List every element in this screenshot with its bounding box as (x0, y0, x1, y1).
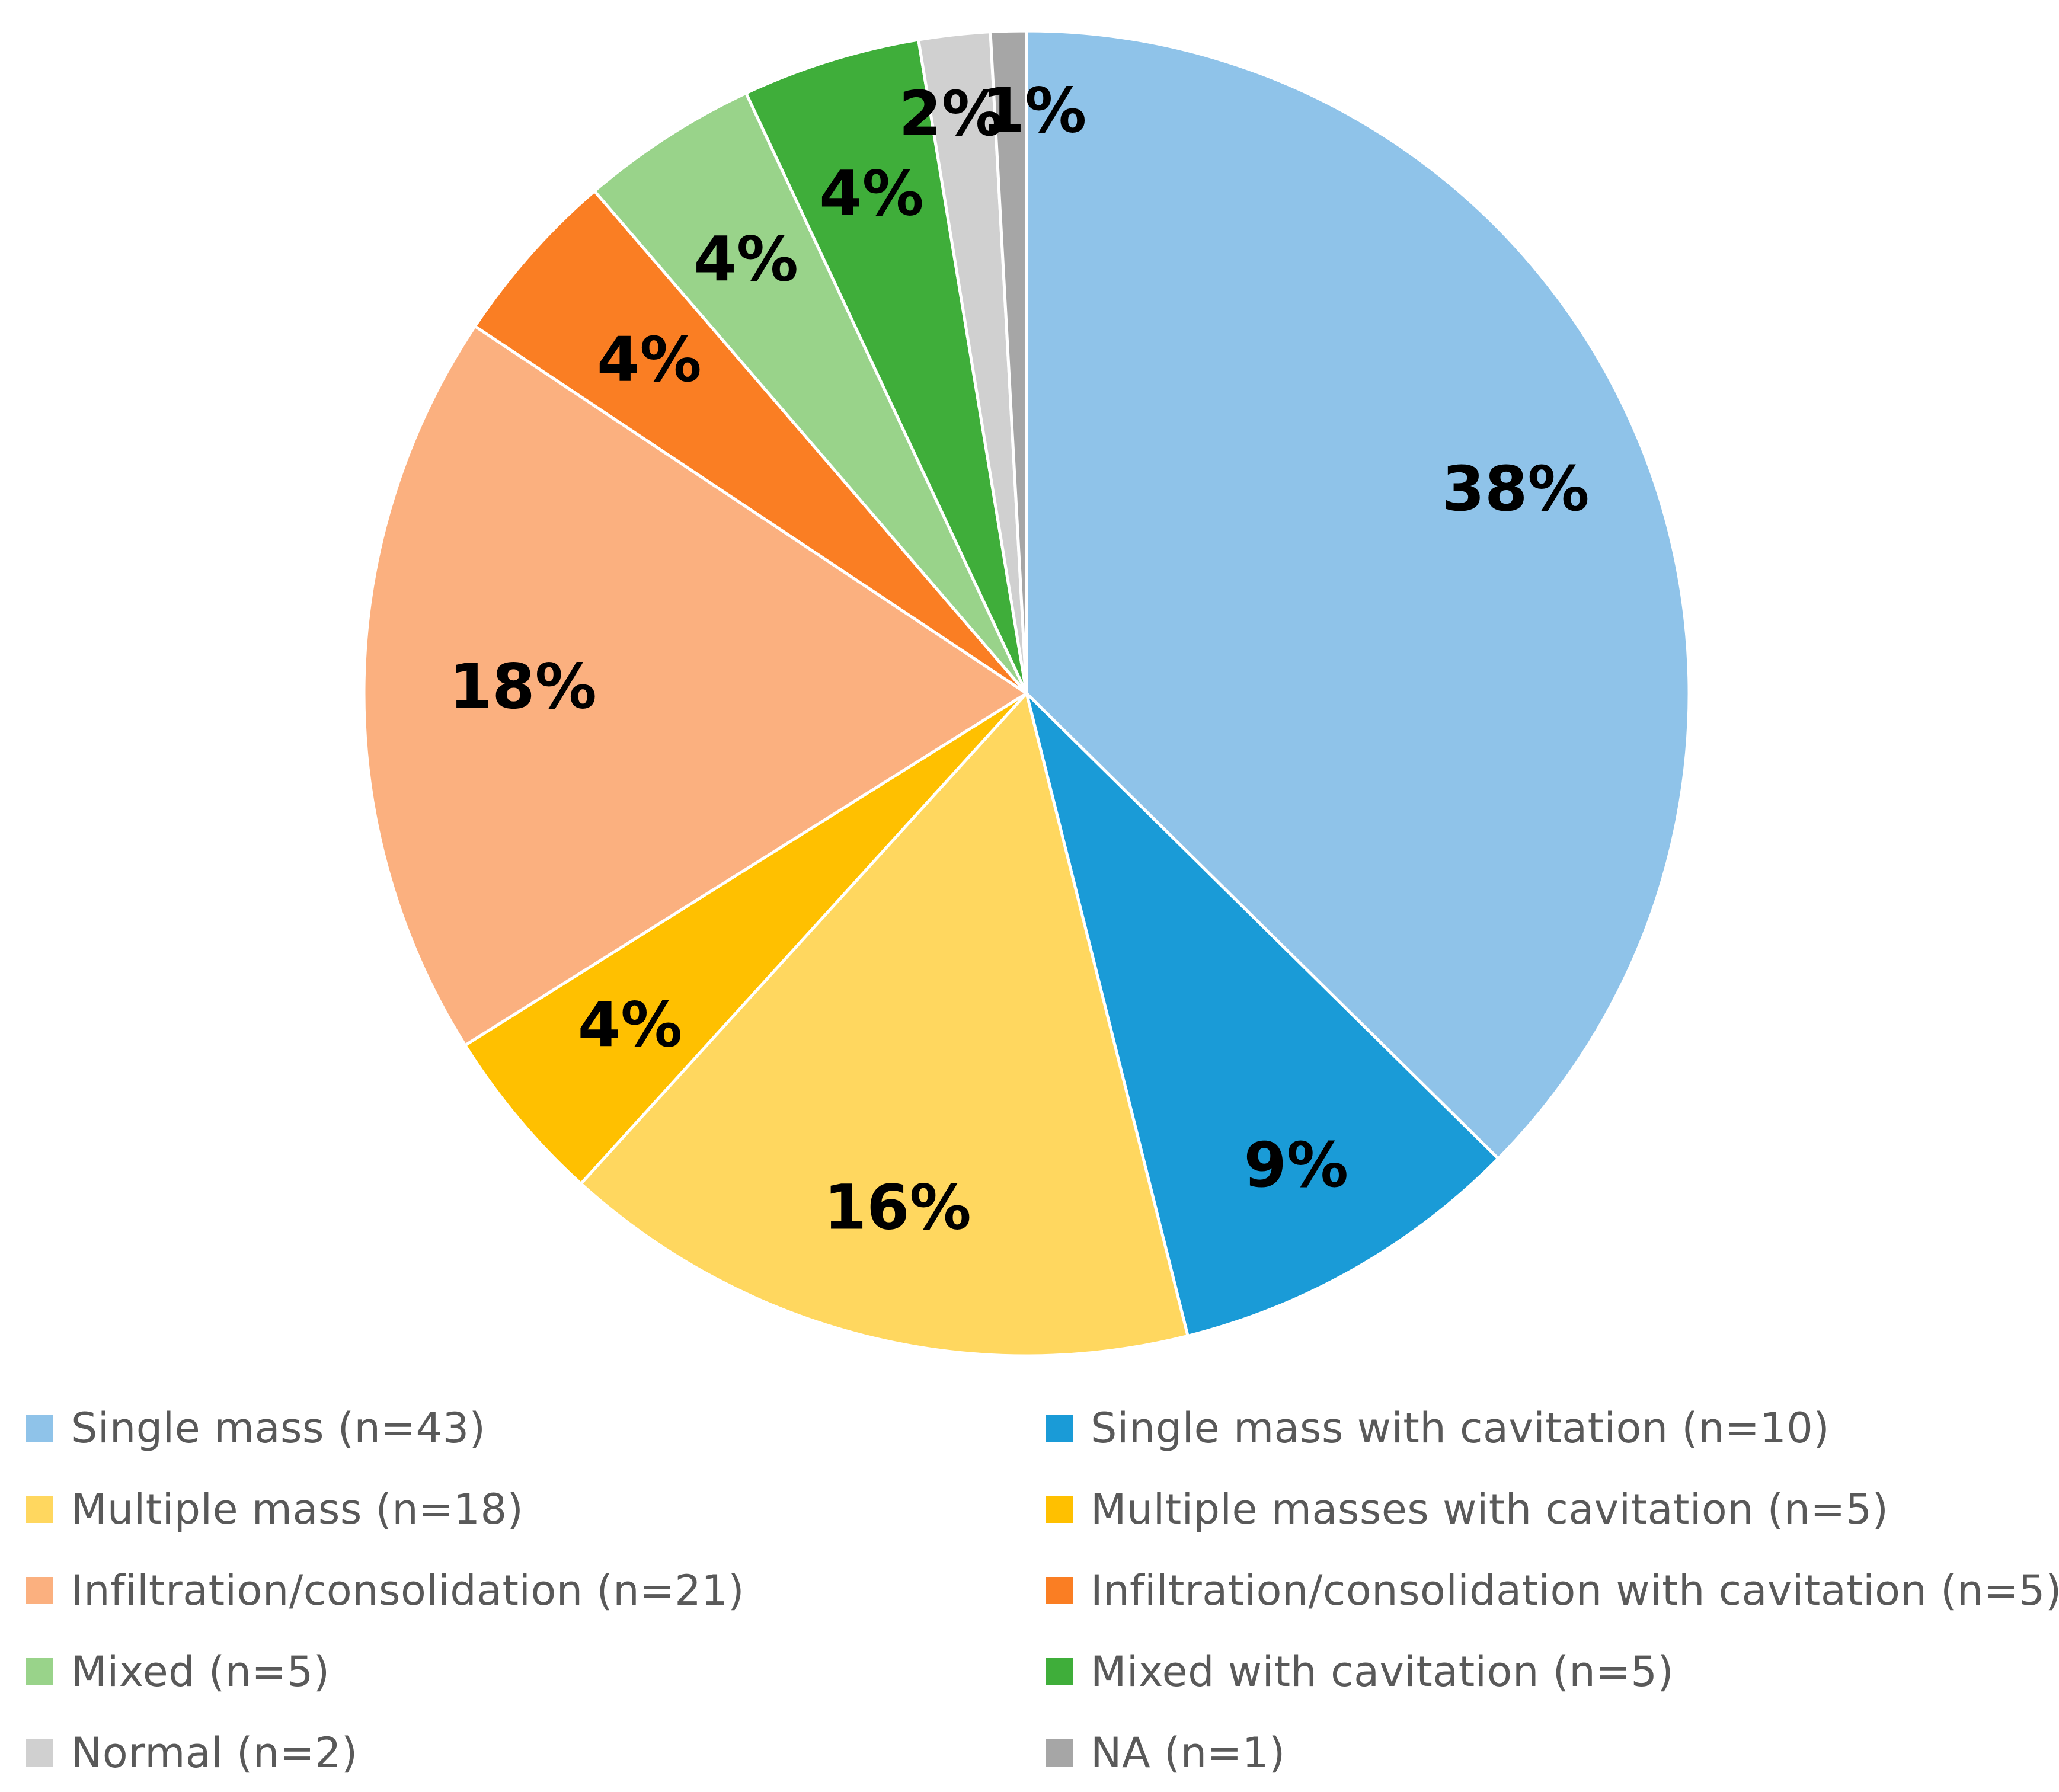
pie-data-label-10: 1% (982, 75, 1087, 147)
legend-swatch (26, 1658, 53, 1685)
pie-data-label-6: 4% (597, 324, 702, 396)
pie-slice-8 (744, 38, 1028, 695)
legend-item: Infiltration/consolidation with cavitati… (1046, 1555, 2059, 1626)
pie-slice-5 (362, 324, 1030, 1048)
pie-slice-6 (472, 188, 1028, 695)
pie-slices (362, 29, 1691, 1358)
pie-slice-3 (578, 690, 1190, 1358)
legend-item: Mixed with cavitation (n=5) (1046, 1636, 1674, 1707)
pie-slice-10 (989, 29, 1028, 694)
legend-item: Mixed (n=5) (26, 1636, 330, 1707)
pie-data-label-1: 38% (1442, 453, 1590, 525)
chart-legend: Single mass (n=43) Single mass with cavit… (26, 1393, 2059, 1784)
pie-slice-1 (1025, 29, 1691, 1161)
legend-item: Infiltration/consolidation (n=21) (26, 1555, 744, 1626)
pie-data-label-7: 4% (693, 223, 798, 296)
legend-swatch (26, 1577, 53, 1604)
pie-data-label-9: 2% (899, 78, 1003, 150)
legend-label: Infiltration/consolidation (n=21) (71, 1566, 745, 1615)
legend-label: Single mass (n=43) (71, 1404, 486, 1452)
legend-label: Normal (n=2) (71, 1729, 358, 1777)
legend-label: Infiltration/consolidation with cavitati… (1091, 1566, 2059, 1615)
legend-swatch (26, 1415, 53, 1442)
pie-slice-7 (592, 91, 1028, 695)
pie-slice-4 (463, 692, 1028, 1186)
legend-label: Mixed (n=5) (71, 1647, 330, 1696)
legend-label: NA (n=1) (1091, 1729, 1286, 1777)
legend-item: NA (n=1) (1046, 1717, 1286, 1788)
legend-label: Multiple masses with cavitation (n=5) (1091, 1485, 1889, 1534)
legend-swatch (1046, 1658, 1073, 1685)
legend-swatch (1046, 1577, 1073, 1604)
pie-data-label-8: 4% (819, 157, 924, 229)
legend-item: Normal (n=2) (26, 1717, 358, 1788)
pie-slice-2 (1024, 688, 1501, 1338)
legend-item: Multiple masses with cavitation (n=5) (1046, 1474, 1888, 1545)
legend-label: Mixed with cavitation (n=5) (1091, 1647, 1674, 1696)
legend-swatch (1046, 1496, 1073, 1523)
pie-data-label-2: 9% (1244, 1129, 1349, 1201)
legend-label: Multiple mass (n=18) (71, 1485, 524, 1534)
legend-item: Multiple mass (n=18) (26, 1474, 523, 1545)
pie-data-label-3: 16% (824, 1172, 971, 1244)
pie-chart: 38%9%16%4%18%4%4%4%2%1% (362, 29, 1691, 1358)
pie-data-label-5: 18% (449, 650, 597, 722)
legend-swatch (26, 1739, 53, 1767)
legend-item: Single mass with cavitation (n=10) (1046, 1393, 1830, 1464)
legend-swatch (1046, 1739, 1073, 1767)
pie-data-label-4: 4% (578, 989, 683, 1061)
legend-swatch (26, 1496, 53, 1523)
pie-data-labels: 38%9%16%4%18%4%4%4%2%1% (449, 75, 1590, 1244)
legend-swatch (1046, 1415, 1073, 1442)
legend-item: Single mass (n=43) (26, 1393, 485, 1464)
legend-label: Single mass with cavitation (n=10) (1091, 1404, 1830, 1452)
